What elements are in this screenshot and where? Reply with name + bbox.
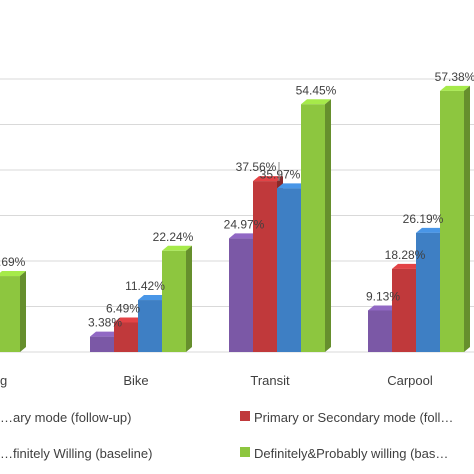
- data-labels: 3.38%24.97%9.13%6.49%37.56%18.28%…0.86%1…: [0, 70, 474, 330]
- bars: [0, 85, 470, 353]
- legend-label: …ary mode (follow-up): [0, 410, 132, 425]
- data-label: 18.28%: [385, 248, 426, 262]
- data-label: 37.56%: [236, 160, 277, 174]
- category-label: Transit: [250, 373, 290, 388]
- data-label: 22.24%: [153, 230, 194, 244]
- legend: …ary mode (follow-up) Primary or Secondar…: [0, 410, 453, 461]
- legend-swatch: [240, 411, 250, 421]
- data-label: 3.38%: [88, 316, 122, 330]
- category-label: …ing: [0, 373, 7, 388]
- data-label: 35.97%: [260, 167, 301, 181]
- data-label: 16.69%: [0, 255, 26, 269]
- bar-3-2: [301, 99, 331, 352]
- legend-item: …ary mode (follow-up): [0, 410, 132, 425]
- legend-label: Definitely&Probably willing (bas…: [254, 446, 448, 461]
- data-label: 6.49%: [106, 301, 140, 315]
- data-label: 57.38%: [435, 70, 474, 84]
- legend-label: Primary or Secondary mode (foll…: [254, 410, 453, 425]
- category-label: Bike: [123, 373, 148, 388]
- category-labels: …ing Bike Transit Carpool: [0, 373, 433, 388]
- data-label: 11.42%: [125, 279, 165, 293]
- bar-3-3: [440, 85, 470, 353]
- legend-swatch: [240, 447, 250, 457]
- data-label: 26.19%: [403, 212, 444, 226]
- bar-3-0: [0, 271, 26, 352]
- data-label: 24.97%: [224, 217, 265, 231]
- legend-item: Primary or Secondary mode (foll…: [240, 410, 453, 425]
- data-label: 54.45%: [296, 83, 337, 97]
- category-label: Carpool: [387, 373, 433, 388]
- legend-item: …finitely Willing (baseline): [0, 446, 152, 461]
- data-label: 9.13%: [366, 289, 400, 303]
- legend-item: Definitely&Probably willing (bas…: [240, 446, 448, 461]
- bar-3-1: [162, 245, 192, 352]
- legend-label: …finitely Willing (baseline): [0, 446, 152, 461]
